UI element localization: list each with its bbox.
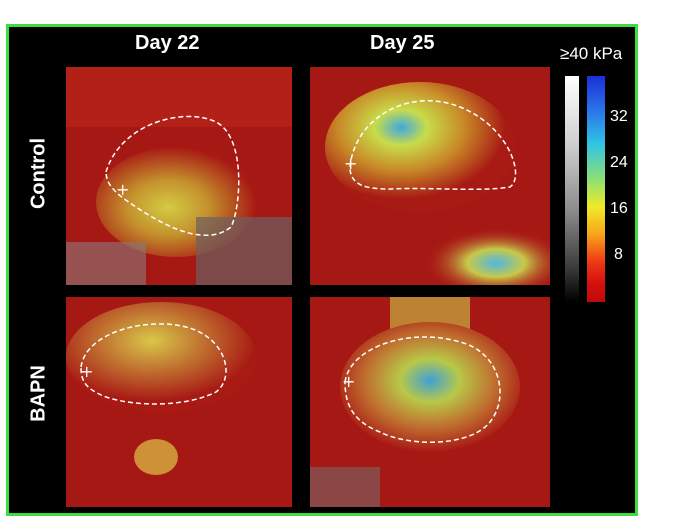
marker-cross: + bbox=[80, 362, 93, 381]
colorbar-tick-24: 24 bbox=[610, 154, 628, 171]
column-label-day22: Day 22 bbox=[135, 32, 200, 54]
colorbar-title: ≥40 kPa bbox=[560, 44, 623, 63]
marker-cross: + bbox=[342, 372, 355, 391]
colorbar-tick-16: 16 bbox=[610, 200, 628, 217]
roi-outline bbox=[80, 323, 227, 405]
roi-outline bbox=[105, 115, 240, 236]
colorbar-scale bbox=[587, 76, 605, 302]
panel-bapn-day22: + bbox=[66, 297, 292, 507]
row-label-bapn: BAPN bbox=[27, 365, 50, 422]
roi-outline bbox=[349, 100, 517, 191]
colorbar-tick-8: 8 bbox=[614, 246, 623, 263]
marker-cross: + bbox=[116, 180, 129, 199]
colorbar-grayscale bbox=[565, 76, 579, 302]
panel-control-day22: + bbox=[66, 67, 292, 285]
marker-cross: + bbox=[344, 154, 357, 173]
row-label-control: Control bbox=[27, 137, 50, 210]
colorbar-tick-32: 32 bbox=[610, 108, 628, 125]
panel-control-day25: + bbox=[310, 67, 550, 285]
roi-outline bbox=[344, 336, 501, 443]
panel-bapn-day25: + bbox=[310, 297, 550, 507]
column-label-day25: Day 25 bbox=[370, 32, 435, 54]
